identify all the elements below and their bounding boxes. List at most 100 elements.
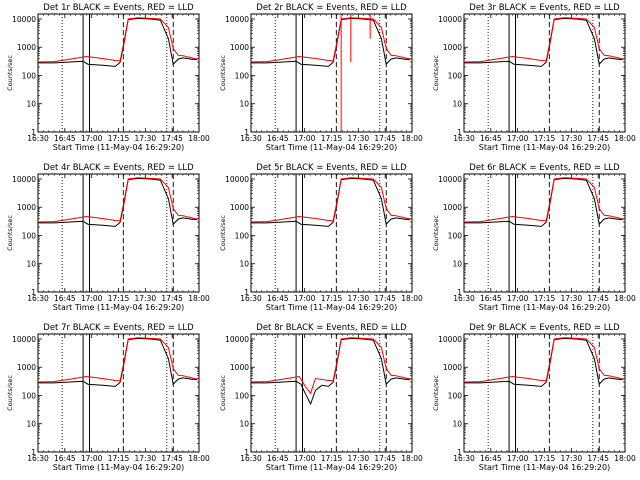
- x-tick-label: 17:15: [321, 294, 343, 303]
- x-tick-label: 17:15: [534, 454, 556, 463]
- x-tick-label: 17:00: [81, 294, 103, 303]
- x-tick-label: 17:00: [294, 134, 316, 143]
- plot-area: [464, 17, 624, 67]
- y-tick-label: 10: [452, 100, 462, 109]
- x-tick-label: 17:30: [135, 294, 157, 303]
- x-axis-label: Start Time (11-May-04 16:29:20): [53, 463, 184, 472]
- y-tick-label: 10: [452, 260, 462, 269]
- x-tick-label: 17:00: [294, 454, 316, 463]
- lld-series-line: [38, 337, 198, 383]
- plot-area: [38, 17, 198, 67]
- y-tick-label: 10000: [225, 175, 249, 184]
- panel-9: Det 9r BLACK = Events, RED = LLD 1 10 100 10…: [432, 323, 636, 472]
- panel-4: Det 4r BLACK = Events, RED = LLD 1 10 100 10…: [6, 163, 210, 312]
- x-tick-label: 16:45: [54, 134, 76, 143]
- x-tick-label: 18:00: [401, 294, 423, 303]
- panel-title: Det 1r BLACK = Events, RED = LLD: [43, 3, 194, 13]
- y-tick-label: 1: [457, 448, 462, 457]
- y-tick-label: 100: [22, 71, 37, 80]
- panel-title: Det 8r BLACK = Events, RED = LLD: [256, 323, 407, 333]
- y-tick-label: 10: [26, 100, 36, 109]
- y-tick-label: 1: [31, 288, 36, 297]
- y-tick-label: 10: [452, 420, 462, 429]
- x-tick-label: 16:45: [267, 294, 289, 303]
- x-tick-label: 17:45: [587, 134, 609, 143]
- y-tick-label: 100: [448, 71, 463, 80]
- y-tick-label: 10000: [225, 15, 249, 24]
- y-axis-label: Counts/sec: [432, 55, 440, 91]
- y-tick-label: 10000: [225, 335, 249, 344]
- y-tick-label: 10: [239, 100, 249, 109]
- x-tick-label: 16:30: [240, 294, 262, 303]
- y-axis-label: Counts/sec: [6, 375, 14, 411]
- x-tick-label: 17:15: [321, 454, 343, 463]
- y-tick-label: 1: [457, 288, 462, 297]
- x-axis-label: Start Time (11-May-04 16:29:20): [266, 143, 397, 152]
- x-tick-label: 17:00: [81, 454, 103, 463]
- panel-title: Det 9r BLACK = Events, RED = LLD: [469, 323, 620, 333]
- y-tick-label: 100: [448, 391, 463, 400]
- lld-series-line: [251, 337, 411, 395]
- x-tick-label: 17:45: [374, 454, 396, 463]
- x-tick-label: 16:30: [453, 454, 475, 463]
- plot-frame: [463, 333, 626, 453]
- x-tick-label: 18:00: [188, 454, 210, 463]
- y-tick-label: 100: [235, 391, 250, 400]
- x-tick-label: 16:30: [27, 134, 49, 143]
- x-tick-label: 17:15: [534, 134, 556, 143]
- x-tick-label: 18:00: [614, 134, 636, 143]
- x-tick-label: 17:45: [374, 294, 396, 303]
- panel-title: Det 4r BLACK = Events, RED = LLD: [43, 163, 194, 173]
- x-tick-label: 18:00: [188, 134, 210, 143]
- x-tick-label: 17:45: [587, 294, 609, 303]
- x-tick-label: 17:00: [507, 454, 529, 463]
- y-tick-label: 10000: [438, 335, 462, 344]
- plot-area: [38, 177, 198, 227]
- y-tick-label: 1: [31, 448, 36, 457]
- x-tick-label: 16:30: [27, 454, 49, 463]
- x-tick-label: 17:00: [294, 294, 316, 303]
- y-tick-label: 1: [244, 448, 249, 457]
- panel-5: Det 5r BLACK = Events, RED = LLD 1 10 100 10…: [219, 163, 423, 312]
- y-tick-label: 1000: [17, 363, 36, 372]
- x-tick-label: 17:45: [587, 454, 609, 463]
- x-tick-label: 17:30: [561, 134, 583, 143]
- x-tick-label: 17:30: [135, 454, 157, 463]
- x-tick-label: 16:30: [453, 134, 475, 143]
- panel-title: Det 3r BLACK = Events, RED = LLD: [469, 3, 620, 13]
- y-axis-label: Counts/sec: [432, 375, 440, 411]
- y-axis-label: Counts/sec: [219, 55, 227, 91]
- x-axis-label: Start Time (11-May-04 16:29:20): [479, 143, 610, 152]
- y-tick-label: 1000: [17, 43, 36, 52]
- plot-frame: [250, 173, 413, 293]
- plot-frame: [250, 13, 413, 133]
- lld-series-line: [251, 17, 411, 63]
- y-axis-label: Counts/sec: [219, 215, 227, 251]
- x-tick-label: 18:00: [401, 134, 423, 143]
- x-tick-label: 16:45: [54, 294, 76, 303]
- panel-title: Det 6r BLACK = Events, RED = LLD: [469, 163, 620, 173]
- y-tick-label: 1000: [230, 203, 249, 212]
- y-tick-label: 1: [31, 128, 36, 137]
- plot-area: [251, 337, 411, 406]
- plot-frame: [250, 333, 413, 453]
- plot-frame: [463, 13, 626, 133]
- x-tick-label: 17:00: [81, 134, 103, 143]
- plot-frame: [37, 173, 200, 293]
- y-tick-label: 100: [235, 231, 250, 240]
- y-tick-label: 1000: [230, 43, 249, 52]
- x-tick-label: 16:30: [27, 294, 49, 303]
- x-tick-label: 16:30: [240, 134, 262, 143]
- x-axis-label: Start Time (11-May-04 16:29:20): [53, 143, 184, 152]
- x-tick-label: 17:45: [161, 294, 183, 303]
- x-tick-label: 16:30: [240, 454, 262, 463]
- y-tick-label: 1: [457, 128, 462, 137]
- plot-area: [464, 177, 624, 227]
- lld-series-line: [38, 177, 198, 223]
- panel-3: Det 3r BLACK = Events, RED = LLD 1 10 100 10…: [432, 3, 636, 152]
- x-tick-label: 17:30: [348, 454, 370, 463]
- y-axis-label: Counts/sec: [432, 215, 440, 251]
- panel-title: Det 5r BLACK = Events, RED = LLD: [256, 163, 407, 173]
- y-tick-label: 100: [22, 231, 37, 240]
